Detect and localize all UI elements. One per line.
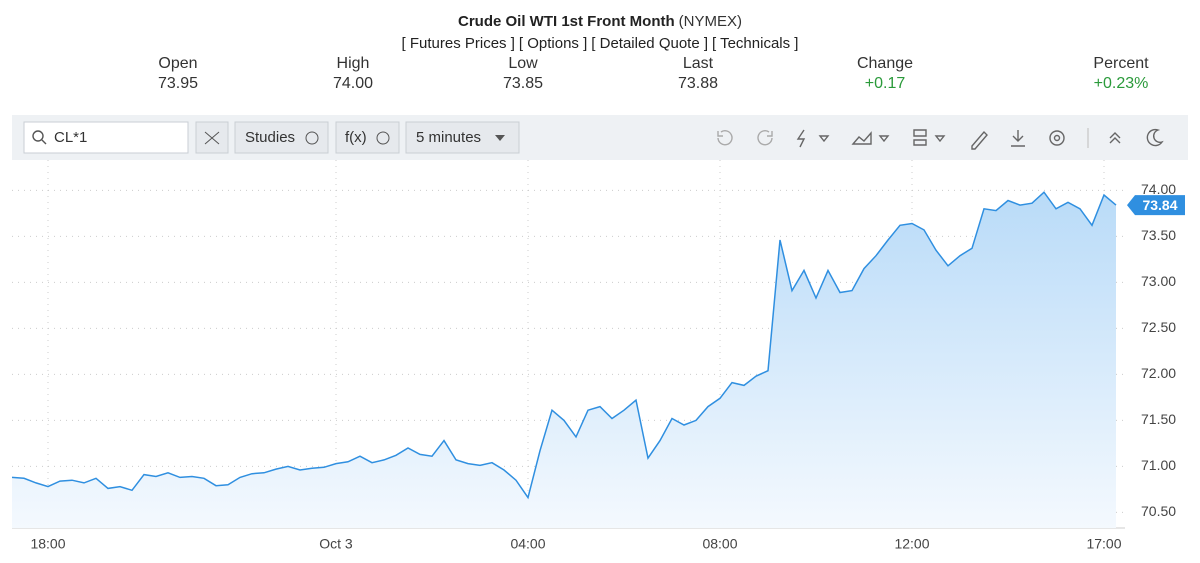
y-tick-label: 72.00 — [1141, 365, 1176, 381]
toolbar-icons — [717, 128, 1164, 150]
stat-label: High — [337, 55, 370, 72]
fx: f(x) — [345, 129, 367, 146]
link[interactable]: [ Technicals ] — [712, 35, 798, 52]
y-tick-label: 72.50 — [1141, 319, 1176, 335]
x-tick-label: 17:00 — [1086, 536, 1121, 552]
price-tag — [1127, 195, 1185, 216]
link[interactable]: [ Detailed Quote ] — [591, 35, 708, 52]
studies: Studies — [245, 129, 295, 146]
search-icon — [32, 130, 44, 142]
link[interactable]: [ Futures Prices ] — [402, 35, 515, 52]
y-tick-label: 71.50 — [1141, 411, 1176, 427]
stat-value: 74.00 — [333, 75, 373, 92]
interval: 5 minutes — [416, 129, 481, 146]
x-tick-label: 12:00 — [894, 536, 929, 552]
stat-value: 73.88 — [678, 75, 718, 92]
x-tick-label: Oct 3 — [319, 536, 353, 552]
x-tick-label: 04:00 — [510, 536, 545, 552]
y-tick-label: 73.50 — [1141, 227, 1176, 243]
icon — [376, 131, 390, 145]
y-tick-label: 70.50 — [1141, 503, 1176, 519]
stat-label: Percent — [1093, 55, 1149, 72]
y-tick-label: 73.00 — [1141, 273, 1176, 289]
links: [ Futures Prices ][ Options ][ Detailed … — [402, 35, 799, 52]
stat-value: 73.85 — [503, 75, 543, 92]
icon — [305, 131, 319, 145]
x-tick-label: 18:00 — [30, 536, 65, 552]
studies-button[interactable] — [234, 121, 329, 154]
stat-label: Last — [683, 55, 714, 72]
stat-value: 73.95 — [158, 75, 198, 92]
symbol-box[interactable] — [23, 121, 189, 154]
icon — [495, 135, 505, 141]
link[interactable]: [ Options ] — [519, 35, 587, 52]
search-icon — [41, 139, 47, 145]
stat-label: Low — [508, 55, 538, 72]
y-tick-label: 71.00 — [1141, 457, 1176, 473]
icon — [204, 131, 220, 145]
title-group: Crude Oil WTI 1st Front Month (NYMEX) — [458, 13, 742, 30]
y-tick-label: 74.00 — [1141, 181, 1176, 197]
area — [12, 192, 1116, 528]
stat-value: +0.17 — [865, 75, 906, 92]
stat-value: +0.23% — [1094, 75, 1149, 92]
x-tick-label: 08:00 — [702, 536, 737, 552]
stat-label: Change — [857, 55, 913, 72]
symbol: CL*1 — [54, 129, 87, 146]
exchange: (NYMEX) — [679, 13, 742, 30]
price-label: 73.84 — [1142, 197, 1177, 213]
stat-label: Open — [158, 55, 197, 72]
line — [11, 191, 1117, 500]
title: Crude Oil WTI 1st Front Month — [458, 13, 675, 30]
